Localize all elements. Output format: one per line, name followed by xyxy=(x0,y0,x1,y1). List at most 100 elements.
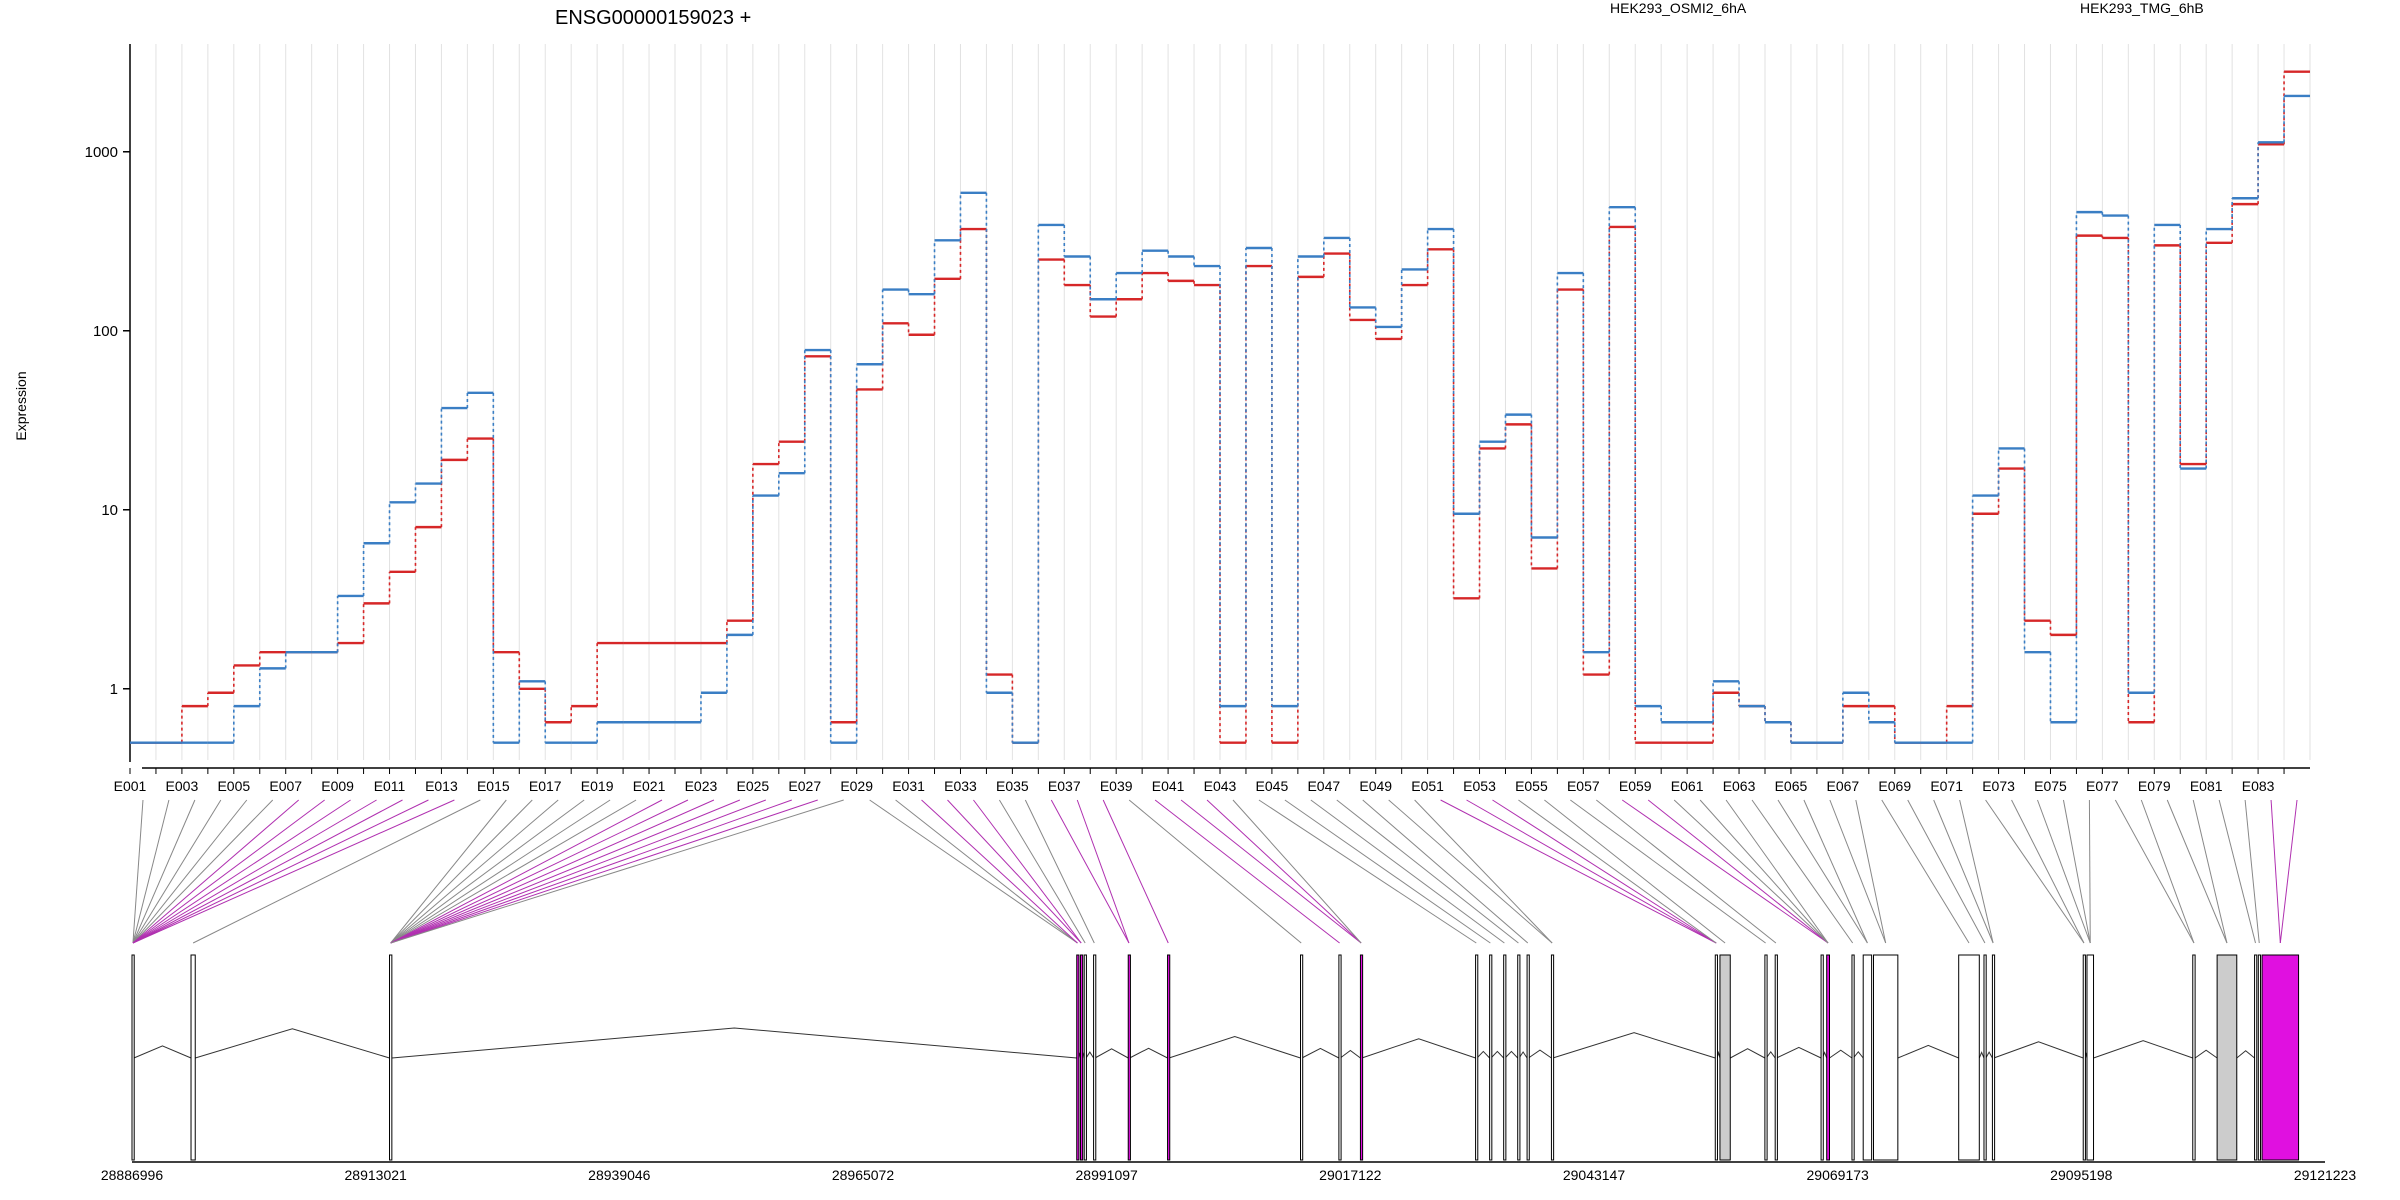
exon-connector xyxy=(390,799,663,944)
x-tick-label: E061 xyxy=(1671,778,1704,794)
exon-connector xyxy=(390,799,792,944)
intron-line xyxy=(1094,1048,1129,1059)
x-tick-label: E053 xyxy=(1463,778,1496,794)
exon-connector xyxy=(1647,799,1829,944)
exon-connector xyxy=(132,799,222,944)
exon-box xyxy=(1873,954,1899,1161)
coord-label: 29017122 xyxy=(1319,1167,1382,1183)
exon-connector xyxy=(132,799,455,944)
exon-connector xyxy=(2166,799,2228,944)
exon-connector xyxy=(1466,799,1717,944)
intron-line xyxy=(1730,1048,1766,1059)
exon-connector xyxy=(390,799,715,944)
x-tick-label: E011 xyxy=(374,778,406,794)
exon-connector xyxy=(390,799,741,944)
exon-connector xyxy=(2037,799,2091,944)
exon-connector xyxy=(132,799,248,944)
exon-connector xyxy=(1440,799,1717,944)
x-tick-label: E007 xyxy=(269,778,302,794)
intron-line xyxy=(1085,1051,1095,1059)
exon-box xyxy=(1958,954,1980,1161)
intron-line xyxy=(1339,1049,1361,1059)
intron-line xyxy=(133,1045,192,1059)
exon-connector xyxy=(1310,799,1505,944)
coord-label: 28991097 xyxy=(1076,1167,1139,1183)
exon-connector xyxy=(1388,799,1553,944)
exon-connector xyxy=(390,799,585,944)
exon-box xyxy=(1714,954,1718,1161)
exon-connector xyxy=(1258,799,1477,944)
exon-connector xyxy=(1829,799,1887,944)
exon-connector xyxy=(1544,799,1726,944)
exon-connector xyxy=(1362,799,1529,944)
x-tick-label: E079 xyxy=(2138,778,2171,794)
exon-box xyxy=(1550,954,1555,1161)
exon-connector xyxy=(132,799,170,944)
exon-connector xyxy=(1102,799,1169,944)
exon-connector xyxy=(390,799,844,944)
exon-box xyxy=(2257,954,2262,1161)
exon-connector xyxy=(921,799,1078,944)
exon-connector xyxy=(1050,799,1130,944)
x-tick-label: E055 xyxy=(1515,778,1548,794)
x-tick-label: E037 xyxy=(1048,778,1081,794)
gridlines xyxy=(129,44,2311,760)
x-tick-label: E017 xyxy=(529,778,562,794)
exon-connector xyxy=(998,799,1086,944)
x-tick-label: E031 xyxy=(892,778,925,794)
exon-box xyxy=(1774,954,1778,1161)
exon-box xyxy=(1300,954,1304,1161)
x-tick-label: E081 xyxy=(2190,778,2223,794)
intron-line xyxy=(1552,1032,1716,1059)
exon-connector xyxy=(390,799,689,944)
exon-box xyxy=(1079,954,1084,1161)
x-tick-label: E013 xyxy=(425,778,458,794)
exon-connector xyxy=(192,799,481,944)
exon-box xyxy=(2261,954,2300,1161)
x-tick-labels: E001 E003 E005 E007 E009 E011 E013 E015 E017 E019… xyxy=(114,768,2285,794)
coord-label: 28965072 xyxy=(832,1167,895,1183)
x-tick-label: E049 xyxy=(1359,778,1392,794)
x-tick-label: E035 xyxy=(996,778,1029,794)
exon-connector xyxy=(390,799,818,944)
exon-box xyxy=(1127,954,1131,1161)
coord-label: 28886996 xyxy=(101,1167,164,1183)
exon-connector xyxy=(1518,799,1717,944)
x-tick-label: E015 xyxy=(477,778,510,794)
exon-box xyxy=(1862,954,1873,1161)
exon-connector xyxy=(132,799,274,944)
x-tick-label: E039 xyxy=(1100,778,1133,794)
exon-box xyxy=(1526,954,1530,1161)
exon-connectors xyxy=(132,799,2298,944)
exon-box xyxy=(131,954,135,1161)
exon-connector xyxy=(1154,799,1340,944)
exon-connector xyxy=(1128,799,1302,944)
x-tick-label: E051 xyxy=(1411,778,1444,794)
exon-connector xyxy=(132,799,351,944)
x-tick-label: E029 xyxy=(840,778,873,794)
y-axis-label: Expression xyxy=(13,371,29,440)
x-tick-label: E019 xyxy=(581,778,614,794)
x-tick-label: E043 xyxy=(1204,778,1237,794)
series-lines xyxy=(130,70,2310,744)
exon-box xyxy=(2192,954,2196,1161)
x-tick-label: E057 xyxy=(1567,778,1600,794)
exon-connector xyxy=(1699,799,1829,944)
exon-box xyxy=(1764,954,1768,1161)
chart-title: ENSG00000159023 + xyxy=(555,7,751,29)
exon-box xyxy=(1991,954,1996,1161)
y-tick-label: 1 xyxy=(110,681,118,698)
exon-box xyxy=(1851,954,1855,1161)
intron-line xyxy=(1829,1049,1853,1059)
exon-connector xyxy=(390,799,507,944)
exon-box xyxy=(2082,954,2086,1161)
x-tick-label: E059 xyxy=(1619,778,1652,794)
intron-line xyxy=(1129,1047,1168,1059)
intron-line xyxy=(1476,1050,1490,1059)
exon-connector xyxy=(1855,799,1887,944)
exon-connector xyxy=(1725,799,1829,944)
exon-connector xyxy=(132,799,144,944)
coord-label: 29069173 xyxy=(1807,1167,1870,1183)
intron-line xyxy=(2093,1040,2193,1059)
intron-line xyxy=(1528,1049,1552,1059)
